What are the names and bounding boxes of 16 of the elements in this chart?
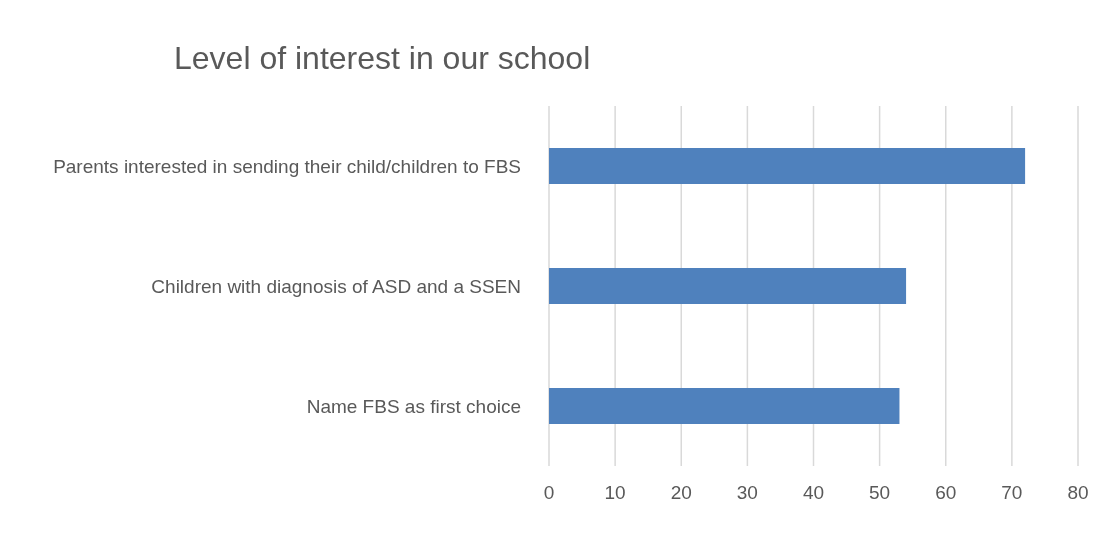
x-tick-label: 40 (802, 482, 825, 504)
bar (549, 268, 907, 304)
y-tick-label: Children with diagnosis of ASD and a SSEN (151, 275, 521, 297)
x-tick-label: 30 (736, 482, 758, 504)
x-tick-label: 60 (935, 482, 957, 504)
y-tick-label: Parents interested in sending their child/children to FBS (53, 155, 521, 177)
x-tick-label: 0 (543, 482, 555, 504)
x-tick-label: 70 (1001, 482, 1023, 504)
y-tick-label: Name FBS as first choice (306, 395, 521, 417)
x-tick-label: 20 (670, 482, 692, 504)
x-tick-label: 80 (1067, 482, 1089, 504)
bar (549, 388, 900, 424)
x-tick-label: 10 (604, 482, 626, 504)
chart-title: Level of interest in our school (174, 40, 591, 77)
bar (549, 148, 1026, 184)
x-tick-label: 50 (869, 482, 891, 504)
